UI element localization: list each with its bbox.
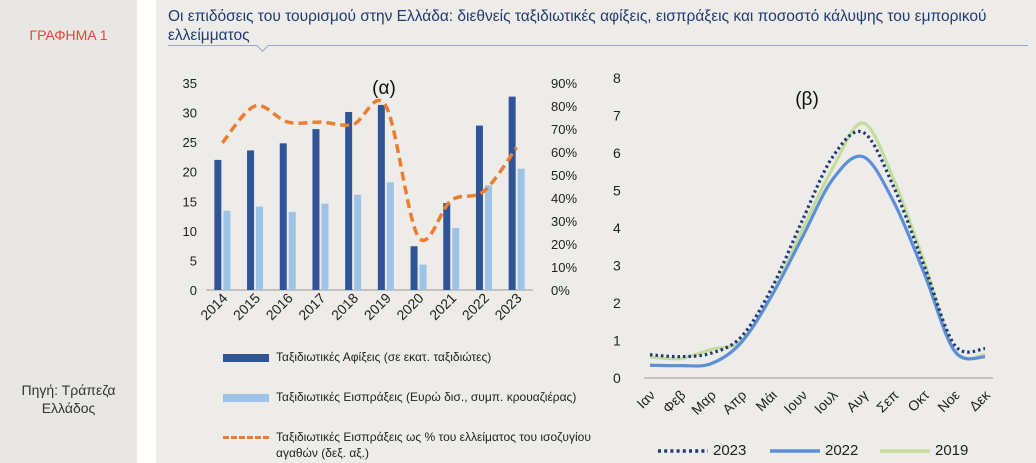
left-sidebar: ΓΡΑΦΗΜΑ 1 Πηγή: Τράπεζα Ελλάδος	[0, 0, 137, 463]
y-tick-label-b: 3	[613, 258, 621, 274]
x-tick-label: 2018	[328, 290, 361, 323]
x-tick-label-b: Απρ	[719, 387, 749, 417]
x-tick-label: 2016	[263, 290, 296, 323]
x-tick-label-b: Οκτ	[904, 386, 932, 414]
x-tick-label: 2015	[230, 290, 263, 323]
line-coverage	[220, 98, 519, 242]
y-left-tick-label: 20	[183, 165, 197, 180]
x-tick-label-b: Ιουν	[780, 387, 810, 417]
x-tick-label-b: Ιουλ	[811, 387, 841, 417]
legend-label-2023: 2023	[713, 442, 747, 459]
y-tick-label-b: 5	[613, 183, 621, 199]
y-right-tick-label: 0%	[551, 283, 570, 298]
bar-arrivals	[279, 143, 287, 290]
legend-label-2019: 2019	[935, 442, 969, 459]
bar-receipts	[484, 185, 492, 290]
y-left-tick-label: 10	[183, 224, 197, 239]
line-2019	[649, 121, 986, 361]
bar-receipts	[321, 203, 329, 290]
legend-swatch-2022	[770, 449, 820, 453]
legend-b: 2023 2022 2019	[656, 440, 1036, 462]
y-right-tick-label: 10%	[551, 260, 577, 275]
bar-arrivals	[508, 96, 516, 290]
bar-arrivals	[247, 150, 255, 290]
y-left-tick-label: 35	[183, 76, 197, 91]
y-left-tick-label: 5	[190, 253, 197, 268]
panel-b-label: (β)	[795, 89, 819, 110]
y-right-tick-label: 90%	[551, 76, 577, 91]
bar-receipts	[419, 264, 427, 290]
y-right-tick-label: 80%	[551, 99, 577, 114]
y-tick-label-b: 1	[613, 333, 621, 349]
legend-swatch-2019	[880, 449, 930, 453]
bar-arrivals	[377, 104, 385, 290]
y-tick-label-b: 2	[613, 295, 621, 311]
bar-arrivals	[214, 159, 222, 290]
bar-arrivals	[410, 246, 418, 290]
y-right-tick-label: 40%	[551, 191, 577, 206]
legend-label-coverage: Ταξιδιωτικές Εισπράξεις ως % του ελλείμα…	[276, 430, 591, 460]
gutter	[137, 0, 156, 463]
x-tick-label: 2017	[295, 290, 328, 323]
x-tick-label-b: Νοε	[934, 387, 962, 415]
legend-swatch-receipts	[223, 394, 269, 402]
title-divider	[168, 45, 1028, 46]
x-tick-label: 2019	[361, 290, 394, 323]
y-tick-label-b: 7	[613, 108, 621, 124]
x-tick-label-b: Μάι	[752, 387, 779, 414]
bar-arrivals	[443, 203, 451, 290]
legend-label-arrivals: Ταξιδιωτικές Αφίξεις (σε εκατ. ταξιδιώτε…	[276, 350, 492, 364]
bar-receipts	[256, 206, 264, 290]
x-tick-label-b: Αυγ	[843, 387, 871, 415]
bar-receipts	[386, 182, 394, 290]
y-tick-label-b: 0	[613, 370, 621, 386]
x-tick-label: 2020	[393, 290, 426, 323]
bar-receipts	[288, 211, 296, 290]
x-tick-label-b: Φεβ	[659, 387, 688, 416]
bar-receipts	[452, 227, 460, 290]
x-tick-label: 2023	[491, 290, 524, 323]
y-right-tick-label: 30%	[551, 214, 577, 229]
bar-receipts	[354, 194, 362, 290]
source-note: Πηγή: Τράπεζα Ελλάδος	[21, 382, 116, 416]
figure-label: ΓΡΑΦΗΜΑ 1	[29, 27, 108, 43]
x-tick-label-b: Μαρ	[688, 387, 719, 418]
line-2022	[649, 154, 986, 368]
legend-label-2022: 2022	[825, 442, 859, 459]
y-left-tick-label: 30	[183, 106, 197, 121]
x-tick-label-b: Δεκ	[966, 386, 994, 414]
bar-arrivals	[475, 125, 483, 290]
y-left-tick-label: 15	[183, 194, 197, 209]
y-right-tick-label: 70%	[551, 122, 577, 137]
legend-swatch-arrivals	[223, 354, 269, 362]
chart-title: Οι επιδόσεις του τουρισμού στην Ελλάδα: …	[168, 8, 987, 44]
chart-panel	[156, 0, 1036, 463]
y-right-tick-label: 60%	[551, 145, 577, 160]
y-tick-label-b: 6	[613, 145, 621, 161]
legend-swatch-2023	[658, 449, 708, 453]
y-left-tick-label: 0	[190, 283, 197, 298]
y-right-tick-label: 50%	[551, 168, 577, 183]
panel-a-label: (α)	[372, 78, 396, 99]
legend-label-receipts: Ταξιδιωτικές Εισπράξεις (Ευρώ δισ., συμπ…	[276, 390, 577, 404]
line-2023	[649, 129, 986, 359]
bar-receipts	[517, 168, 525, 290]
bar-arrivals	[345, 111, 353, 290]
x-tick-label: 2014	[197, 290, 230, 323]
y-tick-label-b: 4	[613, 220, 621, 236]
x-tick-label: 2021	[426, 290, 459, 323]
y-tick-label-b: 8	[613, 70, 621, 86]
bar-arrivals	[312, 129, 320, 290]
x-tick-label: 2022	[459, 290, 492, 323]
y-right-tick-label: 20%	[551, 237, 577, 252]
bar-receipts	[223, 210, 231, 290]
x-tick-label-b: Σεπ	[873, 387, 902, 416]
y-left-tick-label: 25	[183, 135, 197, 150]
x-tick-label-b: Ιαν	[633, 387, 658, 412]
legend-swatch-coverage	[223, 436, 269, 439]
